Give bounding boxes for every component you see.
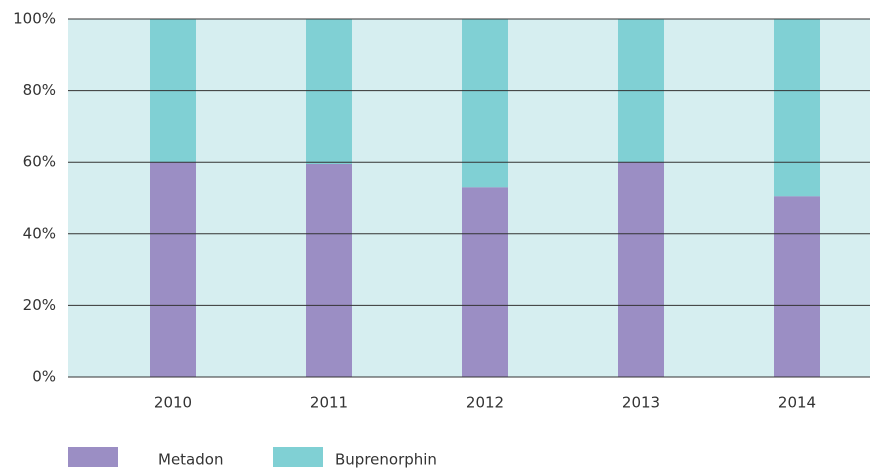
x-tick-label: 2013: [622, 394, 660, 412]
y-tick-label: 100%: [13, 10, 56, 28]
bar-segment: [462, 19, 508, 188]
bar-segment: [150, 162, 196, 377]
bar-segment: [306, 19, 352, 164]
x-tick-label: 2011: [310, 394, 348, 412]
legend-label: Buprenorphin: [335, 451, 437, 469]
bar-segment: [462, 187, 508, 377]
legend-swatch: [68, 447, 118, 467]
x-tick-label: 2010: [154, 394, 192, 412]
y-tick-label: 80%: [23, 81, 56, 99]
bar-segment: [618, 162, 664, 377]
legend-label: Metadon: [158, 451, 223, 469]
bar-segment: [774, 196, 820, 377]
y-tick-label: 60%: [23, 153, 56, 171]
y-tick-label: 40%: [23, 224, 56, 242]
y-tick-label: 0%: [32, 368, 56, 386]
bar-segment: [306, 163, 352, 377]
bar-segment: [774, 19, 820, 197]
x-tick-label: 2014: [778, 394, 816, 412]
legend-swatch: [273, 447, 323, 467]
y-tick-label: 20%: [23, 296, 56, 314]
x-tick-label: 2012: [466, 394, 504, 412]
